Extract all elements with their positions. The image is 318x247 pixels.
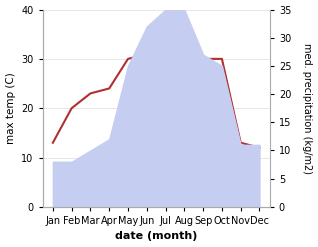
X-axis label: date (month): date (month) <box>115 231 197 242</box>
Y-axis label: med. precipitation (kg/m2): med. precipitation (kg/m2) <box>302 43 313 174</box>
Y-axis label: max temp (C): max temp (C) <box>5 72 16 144</box>
